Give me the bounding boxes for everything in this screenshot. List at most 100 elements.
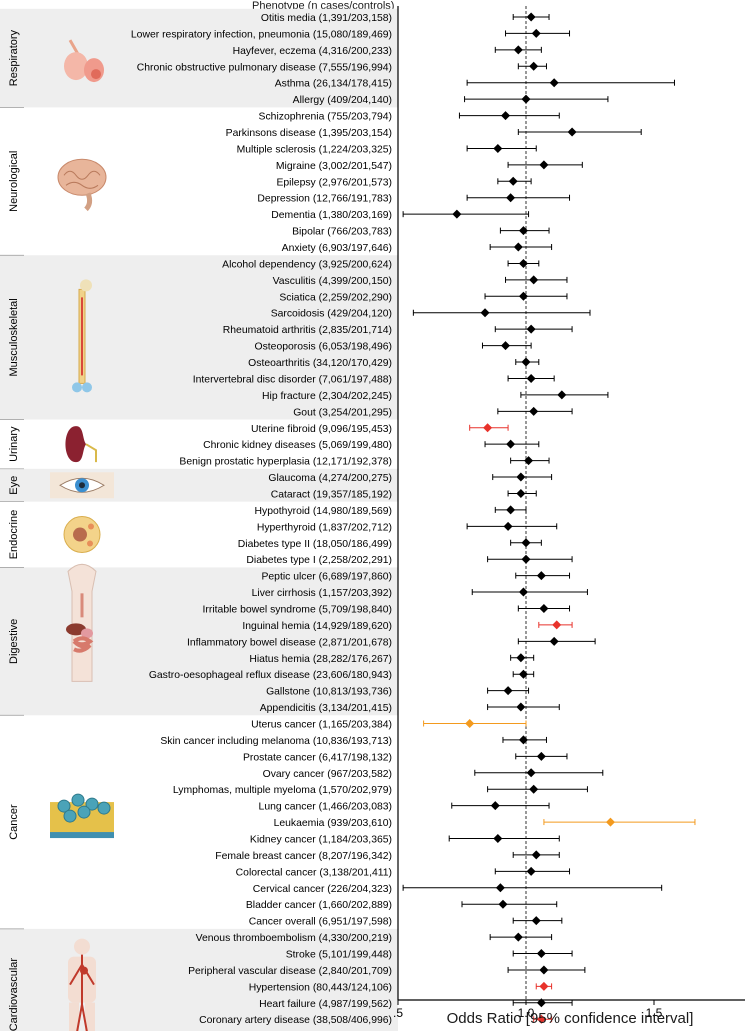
leg-right-shape: [85, 1002, 95, 1031]
odds-ratio-point: [516, 653, 526, 663]
marrow-shape: [81, 297, 83, 376]
tumor-cell-shape: [77, 805, 91, 819]
phenotype-label: Sciatica (2,259/202,290): [279, 292, 392, 303]
condyle-left-shape: [72, 382, 82, 393]
tumor-cell-shape: [97, 801, 111, 815]
tumor-cell-shape: [57, 799, 71, 813]
phenotype-label: Osteoporosis (6,053/198,496): [255, 342, 392, 353]
phenotype-label: Alcohol dependency (3,925/200,624): [222, 259, 392, 270]
digestive-system-illustration: [66, 563, 97, 682]
phenotype-label: Asthma (26,134/178,415): [275, 79, 392, 90]
phenotype-label: Venous thromboembolism (4,330/200,219): [196, 933, 392, 944]
group-label-eye: Eye: [8, 476, 20, 495]
odds-ratio-point: [557, 390, 567, 400]
odds-ratio-point: [506, 193, 516, 203]
odds-ratio-point: [518, 226, 528, 236]
brain-shape: [57, 158, 107, 196]
phenotype-label: Bipolar (766/203,783): [292, 227, 392, 238]
odds-ratio-point: [549, 78, 559, 88]
phenotype-label: Diabetes type II (18,050/186,499): [238, 539, 392, 550]
nucleus-shape: [73, 527, 87, 542]
group-label-cancer: Cancer: [8, 804, 20, 840]
odds-ratio-point: [529, 406, 539, 416]
odds-ratio-point: [513, 242, 523, 252]
ureter-shape: [85, 443, 97, 463]
bone-illustration: [72, 279, 92, 393]
group-band-cardiovascular: [0, 928, 398, 1031]
odds-ratio-point: [531, 850, 541, 860]
odds-ratio-point: [518, 735, 528, 745]
phenotype-label: Coronary artery disease (38,508/406,996): [199, 1015, 392, 1026]
odds-ratio-point: [480, 308, 490, 318]
circulatory-system-illustration: [68, 938, 96, 1031]
phenotype-label: Gout (3,254/201,295): [293, 407, 392, 418]
odds-ratio-point: [524, 456, 534, 466]
phenotype-label: Hypothyroid (14,980/189,569): [255, 506, 392, 517]
odds-ratio-point: [531, 28, 541, 38]
odds-ratio-point: [506, 439, 516, 449]
odds-ratio-point: [536, 751, 546, 761]
odds-ratio-point: [526, 12, 536, 22]
phenotype-label: Cervical cancer (226/204,323): [253, 884, 392, 895]
phenotype-label: Inflammatory bowel disease (2,871/201,67…: [187, 637, 392, 648]
brain-illustration: [57, 158, 107, 212]
phenotype-label: Hayfever, eczema (4,316/200,233): [233, 46, 392, 57]
odds-ratio-point: [605, 817, 615, 827]
phenotype-label: Prostate cancer (6,417/198,132): [243, 752, 392, 763]
odds-ratio-point: [526, 768, 536, 778]
phenotype-label: Appendicitis (3,134/201,415): [260, 703, 392, 714]
pupil-shape: [79, 482, 85, 489]
phenotype-label: Peripheral vascular disease (2,840/201,7…: [188, 966, 392, 977]
phenotype-label: Lower respiratory infection, pneumonia (…: [131, 29, 392, 40]
tumor-cell-shape: [85, 797, 99, 811]
phenotype-label: Depression (12,766/191,783): [257, 194, 392, 205]
intestine-shape: [72, 636, 94, 653]
odds-ratio-point: [536, 1014, 546, 1024]
odds-ratio-point: [483, 423, 493, 433]
odds-ratio-point: [518, 587, 528, 597]
phenotype-label: Parkinsons disease (1,395/203,154): [226, 128, 392, 139]
odds-ratio-point: [498, 899, 508, 909]
odds-ratio-point: [529, 61, 539, 71]
phenotype-label: Liver cirrhosis (1,157/203,392): [252, 588, 392, 599]
phenotype-label: Otitis media (1,391/203,158): [261, 13, 392, 24]
brainstem-shape: [84, 192, 93, 212]
phenotype-label: Ovary cancer (967/203,582): [263, 769, 392, 780]
heart-shape: [80, 966, 88, 975]
brain-folds-shape: [63, 170, 101, 189]
odds-ratio-point: [539, 603, 549, 613]
phenotype-label: Colorectal cancer (3,138/201,411): [236, 867, 392, 878]
kidney-shape: [65, 426, 86, 463]
odds-ratio-point: [501, 341, 511, 351]
phenotype-label: Stroke (5,101/199,448): [286, 950, 392, 961]
phenotype-label: Multiple sclerosis (1,224/203,325): [237, 144, 392, 155]
odds-ratio-point: [521, 94, 531, 104]
odds-ratio-point: [539, 965, 549, 975]
odds-ratio-point: [465, 718, 475, 728]
head-shape: [74, 938, 90, 955]
odds-ratio-point: [516, 488, 526, 498]
phenotype-label: Bladder cancer (1,660/202,889): [246, 900, 392, 911]
odds-ratio-point: [536, 949, 546, 959]
phenotype-label: Anxiety (6,903/197,646): [282, 243, 392, 254]
group-label-urinary: Urinary: [8, 426, 20, 462]
phenotype-label: Uterus cancer (1,165/203,384): [251, 719, 392, 730]
tumor-cell-shape: [63, 809, 77, 823]
phenotype-label: Epilepsy (2,976/201,573): [276, 177, 392, 188]
lung-lobe-shape: [91, 69, 101, 80]
phenotype-label: Allergy (409/204,140): [293, 95, 392, 106]
x-tick-label: 1.5: [646, 1006, 663, 1020]
phenotype-label: Inguinal hemia (14,929/189,620): [242, 621, 392, 632]
odds-ratio-point: [452, 209, 462, 219]
odds-ratio-point: [495, 883, 505, 893]
odds-ratio-point: [549, 636, 559, 646]
tumor-cell-shape: [71, 793, 85, 807]
liver-shape: [66, 623, 86, 636]
phenotype-label: Lung cancer (1,466/203,083): [259, 802, 392, 813]
odds-ratio-point: [536, 998, 546, 1008]
phenotype-label: Irritable bowel syndrome (5,709/198,840): [203, 604, 392, 615]
phenotype-label: Chronic kidney diseases (5,069/199,480): [203, 440, 392, 451]
phenotype-label: Leukaemia (939/203,610): [274, 818, 392, 829]
condyle-right-shape: [82, 382, 92, 393]
